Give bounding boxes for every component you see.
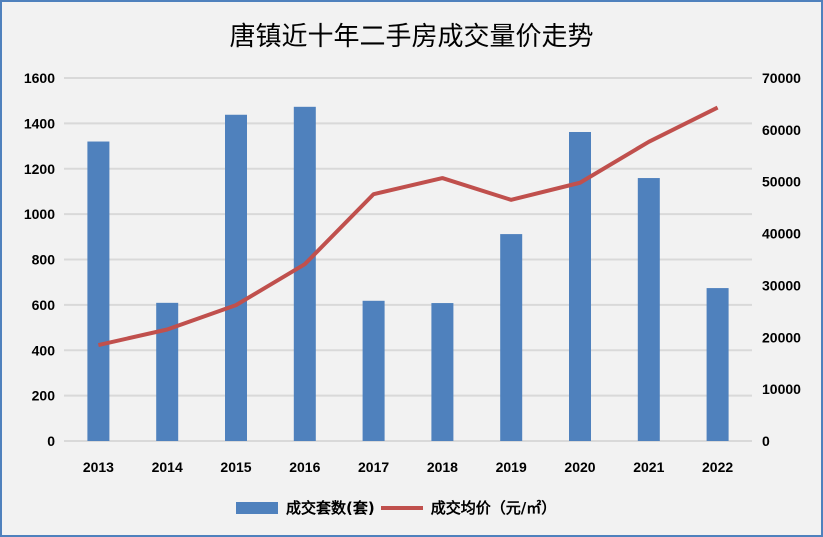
bar [225, 114, 247, 441]
x-tick-label: 2016 [289, 459, 320, 475]
y-left-tick-label: 1400 [24, 115, 55, 131]
y-right-tick-label: 70000 [762, 70, 801, 86]
legend-swatch-line [380, 505, 423, 510]
bar [706, 288, 729, 441]
x-tick-label: 2018 [427, 459, 458, 475]
legend: 成交套数(套) 成交均价（元/㎡） [236, 497, 556, 518]
bar [431, 303, 454, 441]
y-left-tick-label: 200 [32, 388, 56, 404]
bar [293, 106, 316, 442]
x-tick-label: 2015 [220, 459, 251, 475]
y-right-tick-label: 10000 [762, 381, 801, 397]
y-right-tick-label: 40000 [762, 226, 801, 242]
x-tick-label: 2020 [564, 459, 595, 475]
bar [87, 141, 110, 441]
bar [637, 178, 660, 441]
legend-label-line: 成交均价（元/㎡） [430, 499, 557, 517]
y-right-tick-label: 0 [762, 433, 770, 449]
y-right-tick-label: 50000 [762, 174, 801, 190]
bar [500, 234, 523, 441]
x-tick-label: 2014 [152, 459, 183, 475]
y-right-tick-label: 30000 [762, 277, 801, 293]
x-tick-label: 2021 [633, 459, 664, 475]
bar [569, 131, 591, 441]
y-left-tick-label: 600 [32, 297, 56, 313]
x-tick-label: 2013 [83, 459, 114, 475]
y-left-tick-label: 1000 [24, 206, 55, 222]
y-left-tick-label: 0 [47, 433, 55, 449]
y-left-tick-label: 1200 [24, 161, 55, 177]
y-left-tick-label: 800 [32, 252, 56, 268]
x-tick-label: 2019 [496, 459, 527, 475]
bar [362, 300, 385, 441]
y-left-tick-label: 400 [32, 342, 56, 358]
bar [156, 302, 179, 441]
x-tick-label: 2022 [702, 459, 733, 475]
y-left-tick-label: 1600 [24, 70, 55, 86]
legend-label-bar: 成交套数(套) [286, 499, 375, 517]
chart-title: 唐镇近十年二手房成交量价走势 [229, 22, 594, 52]
price-line [97, 105, 719, 348]
y-right-tick-label: 20000 [762, 329, 801, 345]
y-right-tick-label: 60000 [762, 122, 801, 138]
legend-swatch-bar [236, 501, 278, 514]
x-tick-label: 2017 [358, 459, 389, 475]
